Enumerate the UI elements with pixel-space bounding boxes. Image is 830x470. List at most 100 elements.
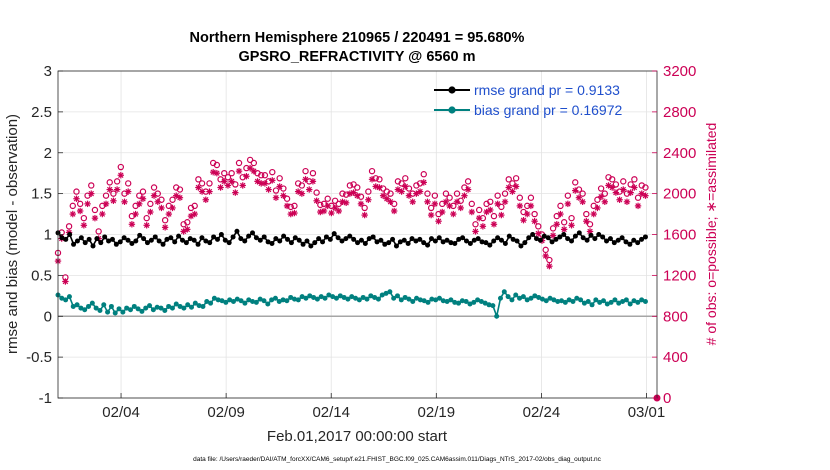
rmse-point [308,243,314,249]
rmse-point [502,240,508,246]
bias-point [227,297,233,303]
rmse-point [417,236,423,242]
y-tick-label-right: 2000 [663,186,696,203]
possible-obs-point [113,178,121,185]
assimilated-obs-point [542,252,549,260]
possible-obs-point [549,225,557,232]
assimilated-obs-point [516,202,524,210]
rmse-point [176,233,182,239]
bias-point [593,297,599,303]
possible-obs-point [391,200,398,208]
rmse-point [109,236,115,242]
star-stroke [446,203,453,209]
bias-point [414,295,420,301]
star-stroke [247,165,253,171]
star-stroke [509,188,516,195]
assimilated-obs-point [261,180,269,187]
rmse-point [292,235,298,241]
bias-point [105,309,111,315]
star-stroke [110,198,117,204]
star-stroke [572,187,578,194]
possible-obs-point [272,187,280,194]
assimilated-obs-point [91,214,99,222]
y-axis-label-right: # of obs: o=possible; ∗=assimilated [703,123,719,346]
assimilated-obs-point [128,221,136,228]
bias-point [543,298,549,304]
assimilated-obs-point [475,214,483,222]
bias-point [436,295,442,301]
bias-point [311,294,317,300]
rmse-point [141,236,147,242]
assimilated-obs-point [479,223,487,230]
possible-obs-point [121,190,128,197]
possible-obs-point [320,200,328,208]
rmse-point [113,241,119,247]
star-stroke [129,221,135,228]
assimilated-obs-point [457,204,464,212]
possible-obs-point [520,208,527,216]
rmse-point [444,237,450,243]
y-tick-label-left: 1 [44,227,52,244]
bias-point [353,295,359,301]
bias-point [383,290,389,296]
star-stroke [92,215,98,221]
assimilated-obs-point [427,211,435,219]
bias-point [318,294,324,300]
bias-point [566,297,572,303]
rmse-point [627,241,633,247]
star-stroke [524,211,530,217]
rmse-point [537,237,543,243]
rmse-point [588,232,594,238]
rmse-point [623,239,629,245]
rmse-point [90,243,96,249]
bias-point [204,299,210,305]
possible-obs-point [634,194,642,201]
bias-point [452,299,458,305]
bias-point [398,297,404,303]
star-stroke [339,199,346,205]
y-tick-label-right: 0 [663,390,671,407]
rmse-point [596,232,602,237]
star-stroke [173,192,179,199]
assimilated-obs-point [472,228,479,235]
bias-point [82,307,88,313]
bias-point [303,295,309,301]
bias-point [562,299,568,305]
bias-point [154,304,160,310]
star-stroke [136,201,143,207]
assimilated-obs-point [594,204,601,212]
star-stroke [409,199,416,205]
possible-obs-point [542,246,549,254]
star-stroke [439,209,445,215]
star-stroke [158,205,165,211]
rmse-point [164,236,170,242]
star-stroke [498,212,505,218]
rmse-point [106,238,112,244]
possible-obs-point [439,200,446,208]
bias-point [402,294,408,300]
assimilated-obs-point [564,200,572,208]
bias-point [86,303,92,309]
bias-point [497,295,503,301]
bias-point [345,296,351,302]
star-stroke [77,208,83,214]
possible-obs-point [387,190,394,197]
star-stroke [162,224,168,231]
assimilated-obs-point [313,197,320,204]
assimilated-obs-point [553,221,560,228]
star-stroke [166,211,172,217]
assimilated-obs-point [191,210,198,218]
bias-point [356,297,362,303]
assimilated-obs-point [642,192,649,199]
rmse-point [518,243,524,249]
star-stroke [517,203,523,209]
bias-point [219,298,225,304]
bias-point [616,300,622,306]
bias-point [608,299,614,305]
possible-obs-point [283,195,291,202]
rmse-point [452,240,458,246]
possible-obs-point [198,180,206,187]
possible-obs-point [317,201,324,209]
possible-obs-point [232,181,239,188]
star-stroke [594,205,601,211]
